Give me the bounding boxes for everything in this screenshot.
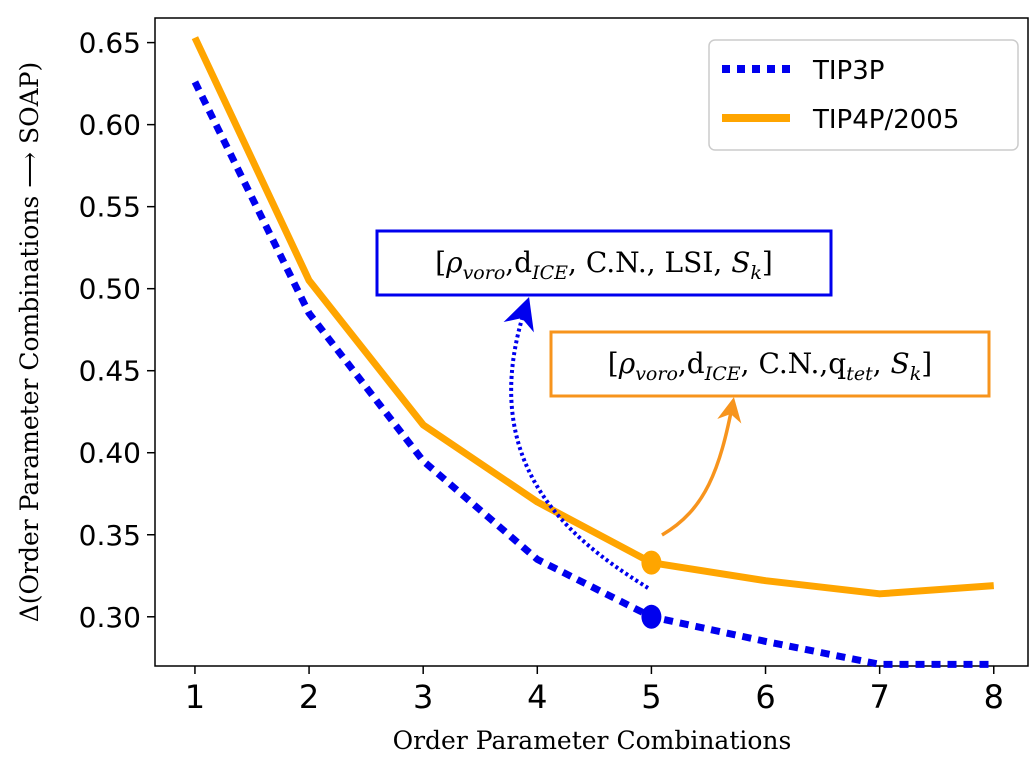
y-axis: 0.30 0.35 0.40 0.45 0.50 0.55 0.60 0.65 bbox=[79, 27, 155, 634]
plot-frame bbox=[154, 17, 1029, 667]
x-tick-label: 5 bbox=[641, 678, 661, 716]
tip4p-annotation-arrow bbox=[661, 397, 742, 537]
x-tick-label: 1 bbox=[185, 678, 205, 716]
highlight-layer bbox=[641, 550, 662, 629]
x-tick-label: 3 bbox=[413, 678, 433, 716]
ice-subscript: ICE bbox=[531, 262, 568, 284]
x-tick-label: 8 bbox=[984, 678, 1004, 716]
k-subscript: k bbox=[750, 262, 762, 284]
tip3p-annotation: [ρvoro,dICE, C.N., LSI, Sk] bbox=[375, 229, 833, 297]
middle-terms: , C.N., LSI, bbox=[568, 246, 731, 279]
legend: TIP3P TIP4P/2005 bbox=[708, 39, 1019, 151]
x-tick-label: 2 bbox=[299, 678, 319, 716]
series-line-tip3p bbox=[191, 80, 994, 668]
voro-subscript: voro bbox=[463, 262, 506, 284]
middle-terms: , C.N.,q bbox=[741, 347, 847, 380]
d-label: ,d bbox=[505, 246, 532, 279]
tip3p-annotation-arrow bbox=[503, 296, 650, 590]
series-layer bbox=[191, 36, 995, 668]
tip4p-annotation-box bbox=[549, 330, 991, 398]
tet-subscript: tet bbox=[846, 363, 873, 385]
rho-symbol: ρ bbox=[445, 246, 463, 279]
s-symbol: S bbox=[891, 347, 910, 380]
y-axis-title: Δ(Order Parameter Combinations ⟶ SOAP) bbox=[15, 62, 44, 623]
tip4p-annotation-label: [ρvoro,dICE, C.N.,qtet, Sk] bbox=[608, 347, 932, 385]
rho-symbol: ρ bbox=[618, 347, 636, 380]
y-tick-label: 0.55 bbox=[79, 191, 141, 224]
bracket-close: ] bbox=[762, 246, 773, 279]
highlight-point bbox=[641, 550, 662, 575]
tip4p-annotation: [ρvoro,dICE, C.N.,qtet, Sk] bbox=[549, 330, 991, 398]
highlight-point bbox=[641, 604, 662, 629]
y-tick-label: 0.65 bbox=[79, 27, 141, 60]
x-tick-label: 6 bbox=[755, 678, 775, 716]
ice-subscript: ICE bbox=[704, 363, 741, 385]
y-tick-label: 0.30 bbox=[79, 601, 141, 634]
tip3p-annotation-label: [ρvoro,dICE, C.N., LSI, Sk] bbox=[435, 246, 773, 284]
d-label: ,d bbox=[678, 347, 705, 380]
y-tick-label: 0.60 bbox=[79, 109, 141, 142]
x-tick-label: 4 bbox=[527, 678, 547, 716]
voro-subscript: voro bbox=[635, 363, 678, 385]
separator: , bbox=[873, 347, 891, 380]
y-tick-label: 0.40 bbox=[79, 437, 141, 470]
x-tick-label: 7 bbox=[869, 678, 889, 716]
bracket-close: ] bbox=[921, 347, 932, 380]
bracket-open: [ bbox=[608, 347, 619, 380]
y-tick-label: 0.50 bbox=[79, 273, 141, 306]
s-symbol: S bbox=[731, 246, 750, 279]
y-tick-label: 0.35 bbox=[79, 519, 141, 552]
tip3p-annotation-box bbox=[375, 229, 833, 297]
k-subscript: k bbox=[910, 363, 922, 385]
y-tick-label: 0.45 bbox=[79, 355, 141, 388]
series-line-tip4p-2005 bbox=[191, 36, 995, 598]
legend-label-tip4p: TIP4P/2005 bbox=[812, 105, 959, 135]
x-axis: 1 2 3 4 5 6 7 8 bbox=[185, 666, 1004, 716]
x-axis-title: Order Parameter Combinations bbox=[393, 726, 792, 755]
bracket-open: [ bbox=[435, 246, 446, 279]
legend-label-tip3p: TIP3P bbox=[812, 56, 884, 86]
